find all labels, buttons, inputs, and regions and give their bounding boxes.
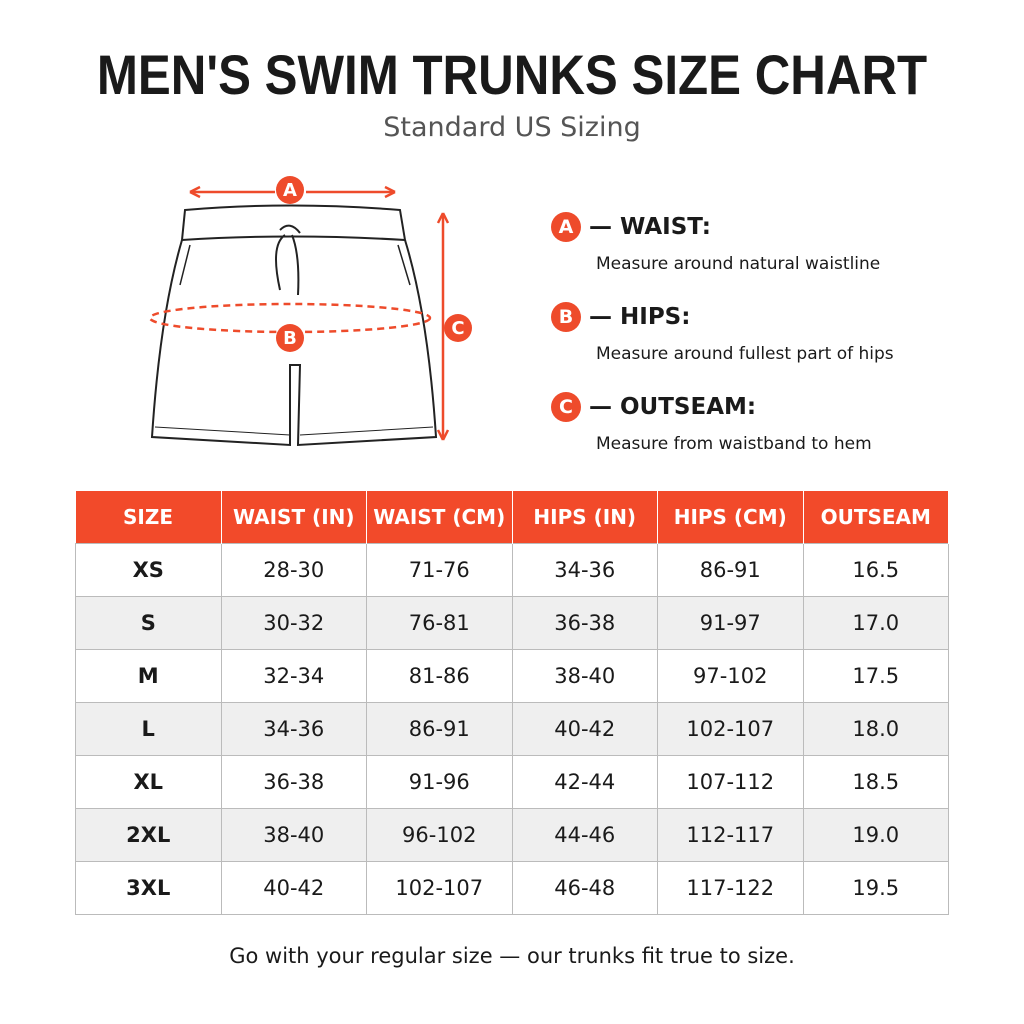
legend-item: C — OUTSEAM: Measure from waistband to hem (551, 392, 872, 454)
table-row: L 34-36 86-91 40-42 102-107 18.0 (75, 702, 949, 756)
legend-label: — OUTSEAM: (589, 394, 757, 420)
table-cell: S (75, 596, 222, 650)
legend-row: B — HIPS: (551, 302, 894, 332)
table-cell: 38-40 (511, 649, 658, 703)
table-cell: 117-122 (657, 861, 804, 915)
table-cell: 38-40 (220, 808, 367, 862)
table-cell: 18.0 (802, 702, 949, 756)
table-cell: 40-42 (511, 702, 658, 756)
table-row: S 30-32 76-81 36-38 91-97 17.0 (75, 596, 949, 650)
marker-letter: B (283, 328, 297, 349)
table-row: 2XL 38-40 96-102 44-46 112-117 19.0 (75, 808, 949, 862)
marker-letter: C (451, 318, 464, 339)
legend-item: B — HIPS: Measure around fullest part of h… (551, 302, 894, 364)
table-cell: 18.5 (802, 755, 949, 809)
legend-letter: A (551, 212, 581, 242)
footer-note: Go with your regular size — our trunks f… (229, 944, 795, 968)
column-header: HIPS (IN) (512, 491, 658, 544)
table-row: 3XL 40-42 102-107 46-48 117-122 19.5 (75, 861, 949, 915)
marker-circle (444, 314, 472, 342)
table-cell: L (75, 702, 222, 756)
table-row: M 32-34 81-86 38-40 97-102 17.5 (75, 649, 949, 703)
legend-row: C — OUTSEAM: (551, 392, 872, 422)
marker-circle (276, 324, 304, 352)
legend-item: A — WAIST: Measure around natural waistlin… (551, 212, 880, 274)
table-cell: 91-97 (657, 596, 804, 650)
table-cell: M (75, 649, 222, 703)
table-cell: XL (75, 755, 222, 809)
legend-label: — WAIST: (589, 214, 711, 240)
legend-row: A — WAIST: (551, 212, 880, 242)
shorts-diagram: A B C (148, 176, 472, 447)
table-cell: 97-102 (657, 649, 804, 703)
table-cell: 32-34 (220, 649, 367, 703)
column-header: HIPS (CM) (657, 491, 804, 544)
table-cell: 44-46 (511, 808, 658, 862)
column-header: WAIST (IN) (221, 491, 367, 544)
table-cell: 46-48 (511, 861, 658, 915)
marker-circle (276, 176, 304, 204)
table-cell: 36-38 (511, 596, 658, 650)
table-cell: XS (75, 543, 222, 597)
table-cell: 17.0 (802, 596, 949, 650)
legend-letter: B (551, 302, 581, 332)
table-cell: 86-91 (366, 702, 513, 756)
table-cell: 28-30 (220, 543, 367, 597)
table-cell: 3XL (75, 861, 222, 915)
subtitle: Standard US Sizing (383, 112, 641, 143)
table-cell: 36-38 (220, 755, 367, 809)
column-header: SIZE (75, 491, 222, 544)
table-cell: 17.5 (802, 649, 949, 703)
marker-letter: A (283, 180, 297, 201)
column-header: OUTSEAM (803, 491, 949, 544)
column-header: WAIST (CM) (366, 491, 513, 544)
table-cell: 40-42 (220, 861, 367, 915)
table-cell: 30-32 (220, 596, 367, 650)
table-cell: 19.0 (802, 808, 949, 862)
table-row: XS 28-30 71-76 34-36 86-91 16.5 (75, 543, 949, 597)
table-cell: 96-102 (366, 808, 513, 862)
table-cell: 112-117 (657, 808, 804, 862)
legend-description: Measure around natural waistline (596, 254, 881, 274)
table-cell: 19.5 (802, 861, 949, 915)
legend-description: Measure around fullest part of hips (596, 344, 894, 364)
table-cell: 102-107 (657, 702, 804, 756)
table-cell: 34-36 (220, 702, 367, 756)
table-cell: 16.5 (802, 543, 949, 597)
table-cell: 34-36 (511, 543, 658, 597)
table-cell: 2XL (75, 808, 222, 862)
table-cell: 91-96 (366, 755, 513, 809)
title: MEN'S SWIM TRUNKS SIZE CHART (96, 43, 928, 106)
table-cell: 71-76 (366, 543, 513, 597)
legend-letter: C (551, 392, 581, 422)
legend-label: — HIPS: (589, 304, 691, 330)
table-cell: 86-91 (657, 543, 804, 597)
table-cell: 76-81 (366, 596, 513, 650)
table-row: XL 36-38 91-96 42-44 107-112 18.5 (75, 755, 949, 809)
table-cell: 42-44 (511, 755, 658, 809)
table-cell: 81-86 (366, 649, 513, 703)
table-cell: 107-112 (657, 755, 804, 809)
legend-description: Measure from waistband to hem (596, 434, 872, 454)
size-table: SIZE WAIST (IN) WAIST (CM) HIPS (IN) HIPS (C… (75, 491, 949, 915)
table-cell: 102-107 (366, 861, 513, 915)
